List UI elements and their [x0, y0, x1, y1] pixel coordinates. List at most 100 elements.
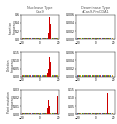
Bar	[28, 75, 29, 77]
Bar	[94, 38, 95, 39]
Bar	[24, 113, 25, 114]
Bar	[84, 75, 85, 77]
Bar	[48, 69, 49, 77]
Bar	[22, 38, 23, 39]
Bar	[36, 38, 37, 39]
Bar	[33, 38, 34, 39]
Bar	[43, 38, 44, 39]
Bar	[30, 38, 31, 39]
Bar	[110, 113, 111, 114]
Bar	[99, 38, 100, 39]
Bar	[88, 75, 89, 77]
Bar	[55, 38, 56, 39]
Bar	[34, 75, 35, 77]
Bar	[96, 38, 97, 39]
Bar	[109, 38, 110, 39]
Bar	[99, 75, 100, 77]
Bar	[107, 113, 108, 114]
Bar	[48, 100, 49, 114]
Bar	[109, 75, 110, 77]
Bar	[57, 96, 58, 114]
Bar	[102, 38, 103, 39]
Bar	[28, 38, 29, 39]
Bar	[37, 113, 38, 114]
Bar	[49, 106, 50, 114]
Bar	[38, 38, 39, 39]
Bar	[29, 38, 30, 39]
Bar	[44, 38, 45, 39]
Bar	[25, 75, 26, 77]
Bar	[88, 38, 89, 39]
Bar	[77, 75, 78, 77]
Bar	[45, 113, 46, 114]
Bar	[56, 75, 57, 77]
Bar	[87, 113, 88, 114]
Bar	[96, 75, 97, 77]
Bar	[40, 75, 41, 77]
Bar	[54, 113, 55, 114]
Bar	[104, 75, 105, 77]
Bar	[49, 113, 50, 114]
Bar	[100, 38, 101, 39]
Bar	[28, 113, 29, 114]
Bar	[37, 75, 38, 77]
Bar	[90, 38, 91, 39]
Bar	[112, 113, 113, 114]
Bar	[93, 113, 94, 114]
Bar	[108, 113, 109, 114]
Bar	[94, 113, 95, 114]
Bar	[53, 75, 54, 77]
Bar	[107, 75, 108, 77]
Bar	[86, 75, 87, 77]
Bar	[90, 113, 91, 114]
Bar	[39, 38, 40, 39]
Bar	[83, 75, 84, 77]
Bar	[53, 113, 54, 114]
Bar	[27, 113, 28, 114]
Bar	[82, 113, 83, 114]
Bar	[35, 38, 36, 39]
Bar	[43, 75, 44, 77]
Bar	[34, 113, 35, 114]
Bar	[93, 75, 94, 77]
Bar	[106, 75, 107, 77]
Bar	[86, 38, 87, 39]
Bar	[36, 113, 37, 114]
Bar	[57, 38, 58, 39]
Bar	[47, 38, 48, 39]
Bar	[27, 75, 28, 77]
Bar	[39, 75, 40, 77]
Bar	[39, 113, 40, 114]
Bar	[95, 75, 96, 77]
Bar	[79, 113, 80, 114]
Bar	[53, 38, 54, 39]
Bar	[99, 113, 100, 114]
Bar	[26, 75, 27, 77]
Bar	[108, 38, 109, 39]
Bar	[42, 38, 43, 39]
Bar	[47, 108, 48, 114]
Bar	[54, 38, 55, 39]
Bar	[50, 113, 51, 114]
Bar	[97, 38, 98, 39]
Bar	[26, 113, 27, 114]
Bar	[22, 113, 23, 114]
Bar	[105, 113, 106, 114]
Bar	[92, 75, 93, 77]
Bar	[50, 75, 51, 77]
Bar	[27, 38, 28, 39]
Bar	[84, 38, 85, 39]
Bar	[33, 113, 34, 114]
Bar	[45, 75, 46, 77]
Bar	[92, 113, 93, 114]
Bar	[85, 38, 86, 39]
Bar	[50, 24, 51, 39]
Bar	[23, 75, 24, 77]
Bar	[112, 38, 113, 39]
Bar	[25, 113, 26, 114]
Bar	[49, 38, 50, 39]
Bar	[84, 113, 85, 114]
Bar	[35, 75, 36, 77]
Bar	[36, 75, 37, 77]
Bar	[49, 75, 50, 77]
